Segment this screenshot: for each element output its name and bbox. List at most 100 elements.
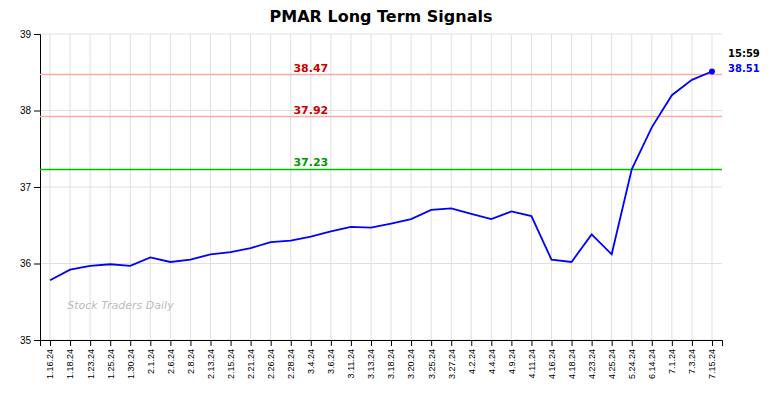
grid-line bbox=[651, 34, 652, 340]
x-tick-mark bbox=[130, 340, 131, 346]
x-tick-mark bbox=[451, 340, 452, 346]
x-tick: 2.1.24 bbox=[146, 340, 156, 374]
y-axis: 3536373839 bbox=[20, 29, 41, 346]
x-tick: 4.2.24 bbox=[467, 340, 477, 374]
x-tick: 3.11.24 bbox=[346, 340, 356, 378]
grid-line bbox=[491, 34, 492, 340]
x-tick-label: 3.4.24 bbox=[306, 349, 316, 374]
x-tick: 2.21.24 bbox=[246, 340, 256, 379]
y-tick-label: 38 bbox=[20, 105, 32, 116]
x-tick-mark bbox=[190, 340, 191, 346]
plot: Stock Traders Daily35363738391.16.241.18… bbox=[20, 29, 760, 379]
grid-line bbox=[591, 34, 592, 340]
data-layer bbox=[40, 68, 722, 280]
x-tick: 4.18.24 bbox=[567, 340, 577, 379]
x-tick-mark bbox=[612, 340, 613, 346]
x-tick-label: 4.11.24 bbox=[527, 349, 537, 378]
x-tick: 5.24.24 bbox=[627, 340, 637, 379]
x-tick-label: 1.30.24 bbox=[126, 349, 136, 379]
x-tick-label: 3.18.24 bbox=[386, 349, 396, 379]
x-tick-mark bbox=[572, 340, 573, 346]
grid-line bbox=[190, 34, 191, 340]
x-tick-label: 3.6.24 bbox=[326, 349, 336, 374]
x-tick-mark bbox=[50, 340, 51, 346]
x-tick-label: 5.24.24 bbox=[627, 349, 637, 379]
x-tick: 1.18.24 bbox=[65, 340, 75, 379]
y-tick-label: 37 bbox=[20, 182, 32, 193]
x-tick: 4.11.24 bbox=[527, 340, 537, 378]
grid-line bbox=[40, 263, 722, 264]
x-tick-mark bbox=[291, 340, 292, 346]
grid-line bbox=[170, 34, 171, 340]
reference-line bbox=[40, 116, 722, 118]
x-tick-label: 1.25.24 bbox=[106, 349, 116, 379]
x-tick: 2.6.24 bbox=[166, 340, 176, 374]
x-tick-mark bbox=[552, 340, 553, 346]
x-tick-mark bbox=[712, 340, 713, 346]
x-tick-mark bbox=[110, 340, 111, 346]
x-tick-mark bbox=[692, 340, 693, 346]
x-tick-label: 4.25.24 bbox=[607, 349, 617, 379]
grid-line bbox=[571, 34, 572, 340]
x-tick-mark bbox=[672, 340, 673, 346]
x-tick-mark bbox=[70, 340, 71, 346]
x-tick-label: 2.13.24 bbox=[206, 349, 216, 379]
x-tick-mark bbox=[351, 340, 352, 346]
x-tick-label: 4.18.24 bbox=[567, 349, 577, 379]
x-tick: 3.13.24 bbox=[366, 340, 376, 379]
x-tick-label: 2.26.24 bbox=[266, 349, 276, 379]
x-tick-label: 2.21.24 bbox=[246, 349, 256, 379]
grid-line bbox=[110, 34, 111, 340]
x-tick: 2.8.24 bbox=[186, 340, 196, 374]
grid-line bbox=[210, 34, 211, 340]
x-tick: 7.3.24 bbox=[687, 340, 697, 374]
x-tick: 4.16.24 bbox=[547, 340, 557, 379]
reference-label: 37.92 bbox=[293, 104, 328, 117]
last-point bbox=[709, 68, 715, 74]
y-tick-mark bbox=[34, 187, 40, 188]
x-axis: 1.16.241.18.241.23.241.25.241.30.242.1.2… bbox=[41, 340, 723, 379]
grid-line bbox=[370, 34, 371, 340]
grid-line bbox=[130, 34, 131, 340]
grid-line bbox=[431, 34, 432, 340]
x-tick: 7.1.24 bbox=[667, 340, 677, 374]
x-tick-mark bbox=[231, 340, 232, 346]
x-tick: 2.15.24 bbox=[226, 340, 236, 379]
y-tick: 38 bbox=[20, 105, 40, 116]
x-tick: 3.4.24 bbox=[306, 340, 316, 374]
x-tick: 7.15.24 bbox=[707, 340, 717, 379]
reference-line bbox=[40, 169, 722, 171]
grid bbox=[40, 34, 722, 340]
x-tick-label: 3.20.24 bbox=[406, 349, 416, 379]
x-tick-label: 4.9.24 bbox=[507, 349, 517, 374]
x-tick-mark bbox=[652, 340, 653, 346]
grid-line bbox=[270, 34, 271, 340]
x-tick-label: 1.23.24 bbox=[86, 349, 96, 379]
y-tick-mark bbox=[34, 340, 40, 341]
x-tick-label: 3.27.24 bbox=[447, 349, 457, 379]
grid-line bbox=[411, 34, 412, 340]
x-tick-mark bbox=[251, 340, 252, 346]
y-tick: 35 bbox=[20, 335, 40, 346]
x-tick-label: 3.25.24 bbox=[427, 349, 437, 379]
x-tick-mark bbox=[271, 340, 272, 346]
grid-line bbox=[310, 34, 311, 340]
last-annotation: 38.51 bbox=[728, 63, 760, 74]
x-tick-mark bbox=[150, 340, 151, 346]
x-tick: 2.13.24 bbox=[206, 340, 216, 379]
x-tick-label: 4.16.24 bbox=[547, 349, 557, 379]
x-tick-mark bbox=[90, 340, 91, 346]
x-tick: 4.25.24 bbox=[607, 340, 617, 379]
grid-line bbox=[511, 34, 512, 340]
x-tick-label: 4.4.24 bbox=[487, 349, 497, 374]
x-tick: 1.25.24 bbox=[106, 340, 116, 379]
x-tick-mark bbox=[531, 340, 532, 346]
x-tick-label: 4.23.24 bbox=[587, 349, 597, 379]
grid-line bbox=[551, 34, 552, 340]
grid-line bbox=[711, 34, 712, 340]
x-tick-label: 3.11.24 bbox=[346, 349, 356, 378]
x-tick-mark bbox=[371, 340, 372, 346]
x-tick: 1.23.24 bbox=[86, 340, 96, 379]
x-tick-mark bbox=[431, 340, 432, 346]
x-tick-label: 2.1.24 bbox=[146, 349, 156, 374]
